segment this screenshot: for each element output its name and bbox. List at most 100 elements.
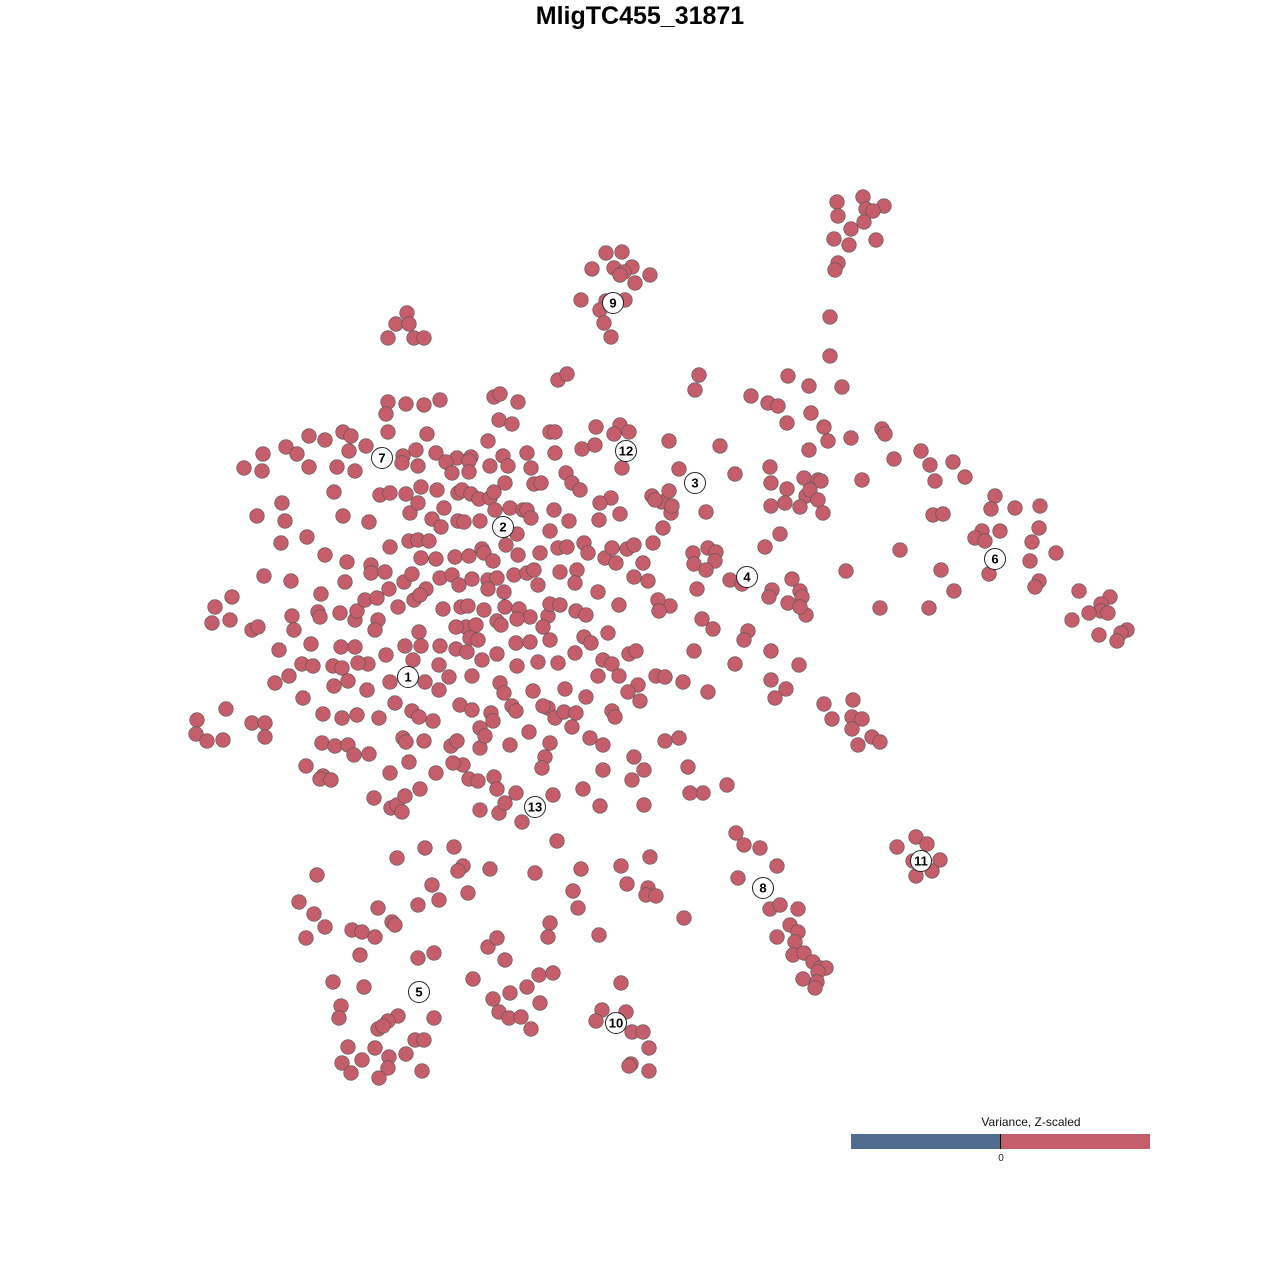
cluster-label: 3	[684, 472, 706, 494]
data-point	[416, 733, 432, 749]
data-point	[578, 689, 594, 705]
data-point	[802, 482, 818, 498]
data-point	[464, 571, 480, 587]
cluster-label: 1	[397, 666, 419, 688]
data-point	[596, 315, 612, 331]
data-point	[564, 719, 580, 735]
data-point	[378, 647, 394, 663]
data-point	[588, 1013, 604, 1029]
data-point	[432, 392, 448, 408]
data-point	[413, 479, 429, 495]
data-point	[570, 900, 586, 916]
data-point	[521, 724, 537, 740]
data-point	[284, 608, 300, 624]
data-point	[416, 330, 432, 346]
data-point	[382, 485, 398, 501]
data-point	[369, 590, 385, 606]
data-point	[850, 737, 866, 753]
data-point	[854, 472, 870, 488]
data-point	[664, 498, 680, 514]
data-point	[382, 674, 398, 690]
data-point	[470, 632, 486, 648]
data-point	[626, 537, 642, 553]
data-point	[792, 599, 808, 615]
data-point	[1091, 627, 1107, 643]
data-point	[522, 634, 538, 650]
data-point	[829, 194, 845, 210]
data-point	[1109, 633, 1125, 649]
cluster-label-text: 2	[499, 520, 506, 535]
data-point	[826, 231, 842, 247]
data-point	[792, 499, 808, 515]
data-point	[497, 952, 513, 968]
data-point	[877, 426, 893, 442]
data-point	[626, 749, 642, 765]
data-point	[410, 458, 426, 474]
data-point	[493, 617, 509, 633]
data-point	[449, 733, 465, 749]
data-point	[552, 597, 568, 613]
data-point	[557, 681, 573, 697]
data-point	[815, 505, 831, 521]
data-point	[573, 861, 589, 877]
data-point	[267, 675, 283, 691]
data-point	[843, 430, 859, 446]
data-point	[886, 451, 902, 467]
data-point	[582, 730, 598, 746]
data-point	[367, 622, 383, 638]
data-point	[535, 698, 551, 714]
data-point	[424, 877, 440, 893]
data-point	[461, 548, 477, 564]
data-point	[450, 863, 466, 879]
data-point	[326, 678, 342, 694]
data-point	[444, 465, 460, 481]
data-point	[339, 554, 355, 570]
data-point	[271, 642, 287, 658]
data-point	[508, 635, 524, 651]
data-point	[337, 574, 353, 590]
cluster-label-text: 10	[609, 1016, 623, 1031]
data-point	[411, 624, 427, 640]
data-point	[922, 457, 938, 473]
cluster-label-text: 1	[404, 670, 411, 685]
data-point	[510, 394, 526, 410]
data-point	[728, 825, 744, 841]
data-point	[619, 876, 635, 892]
data-point	[405, 652, 421, 668]
data-point	[565, 883, 581, 899]
data-point	[822, 348, 838, 364]
data-point	[824, 711, 840, 727]
cluster-label-badge	[752, 877, 774, 899]
data-point	[1007, 500, 1023, 516]
colorbar-tick	[1000, 1134, 1001, 1149]
data-point	[635, 555, 651, 571]
data-point	[367, 929, 383, 945]
data-point	[604, 540, 620, 556]
data-point	[569, 562, 585, 578]
data-point	[305, 658, 321, 674]
data-point	[389, 850, 405, 866]
data-point	[533, 475, 549, 491]
data-point	[1031, 520, 1047, 536]
colorbar-title: Variance, Z-scaled	[981, 1115, 1081, 1129]
data-point	[780, 368, 796, 384]
data-point	[367, 1040, 383, 1056]
data-point	[404, 566, 420, 582]
data-point	[489, 781, 505, 797]
data-point	[398, 486, 414, 502]
data-point	[525, 683, 541, 699]
data-point	[620, 684, 636, 700]
data-point	[236, 460, 252, 476]
data-point	[413, 638, 429, 654]
data-point	[299, 529, 315, 545]
data-point	[627, 275, 643, 291]
data-point	[636, 797, 652, 813]
data-point	[641, 1040, 657, 1056]
data-point	[401, 316, 417, 332]
data-point	[256, 568, 272, 584]
data-point	[482, 458, 498, 474]
data-point	[657, 733, 673, 749]
data-point	[691, 367, 707, 383]
data-point	[763, 672, 779, 688]
